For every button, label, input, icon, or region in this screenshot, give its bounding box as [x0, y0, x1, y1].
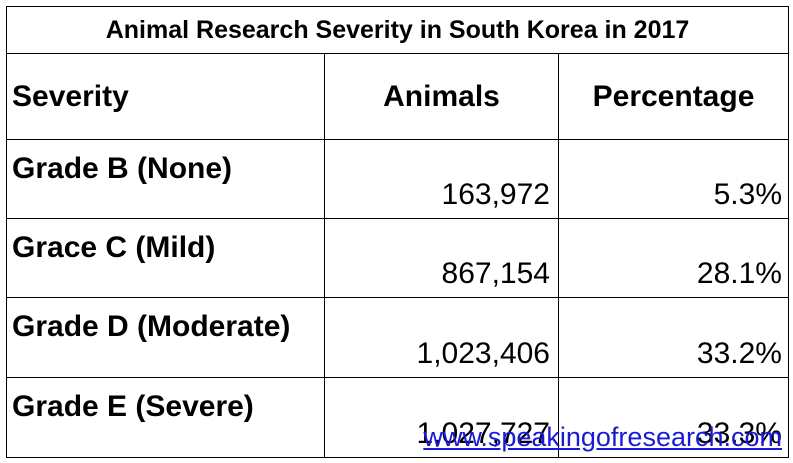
animals-cell: 1,023,406	[324, 297, 559, 378]
table-title: Animal Research Severity in South Korea …	[6, 6, 789, 54]
animals-cell: 1,027,727	[324, 377, 559, 458]
percentage-cell: 33.2%	[558, 297, 789, 378]
source-link[interactable]: www.speakingofresearch.com	[423, 422, 782, 452]
header-row: Severity Animals Percentage	[6, 53, 789, 140]
column-header-animals: Animals	[324, 53, 559, 140]
column-header-severity: Severity	[6, 53, 325, 140]
severity-cell: Grade D (Moderate)	[6, 297, 325, 378]
table-row: Grade B (None) 163,972 5.3%	[6, 139, 789, 219]
table-row: Grade E (Severe) 1,027,727 33.3%	[6, 377, 789, 458]
table-row: Grade D (Moderate) 1,023,406 33.2%	[6, 297, 789, 378]
severity-cell: Grade B (None)	[6, 139, 325, 219]
title-row: Animal Research Severity in South Korea …	[6, 6, 789, 54]
severity-table: Animal Research Severity in South Korea …	[6, 6, 789, 458]
animals-cell: 163,972	[324, 139, 559, 219]
column-header-percentage: Percentage	[558, 53, 789, 140]
severity-cell: Grace C (Mild)	[6, 218, 325, 298]
percentage-cell: 5.3%	[558, 139, 789, 219]
severity-cell: Grade E (Severe)	[6, 377, 325, 458]
percentage-cell: 33.3%	[558, 377, 789, 458]
animals-cell: 867,154	[324, 218, 559, 298]
table-row: Grace C (Mild) 867,154 28.1%	[6, 218, 789, 298]
percentage-cell: 28.1%	[558, 218, 789, 298]
